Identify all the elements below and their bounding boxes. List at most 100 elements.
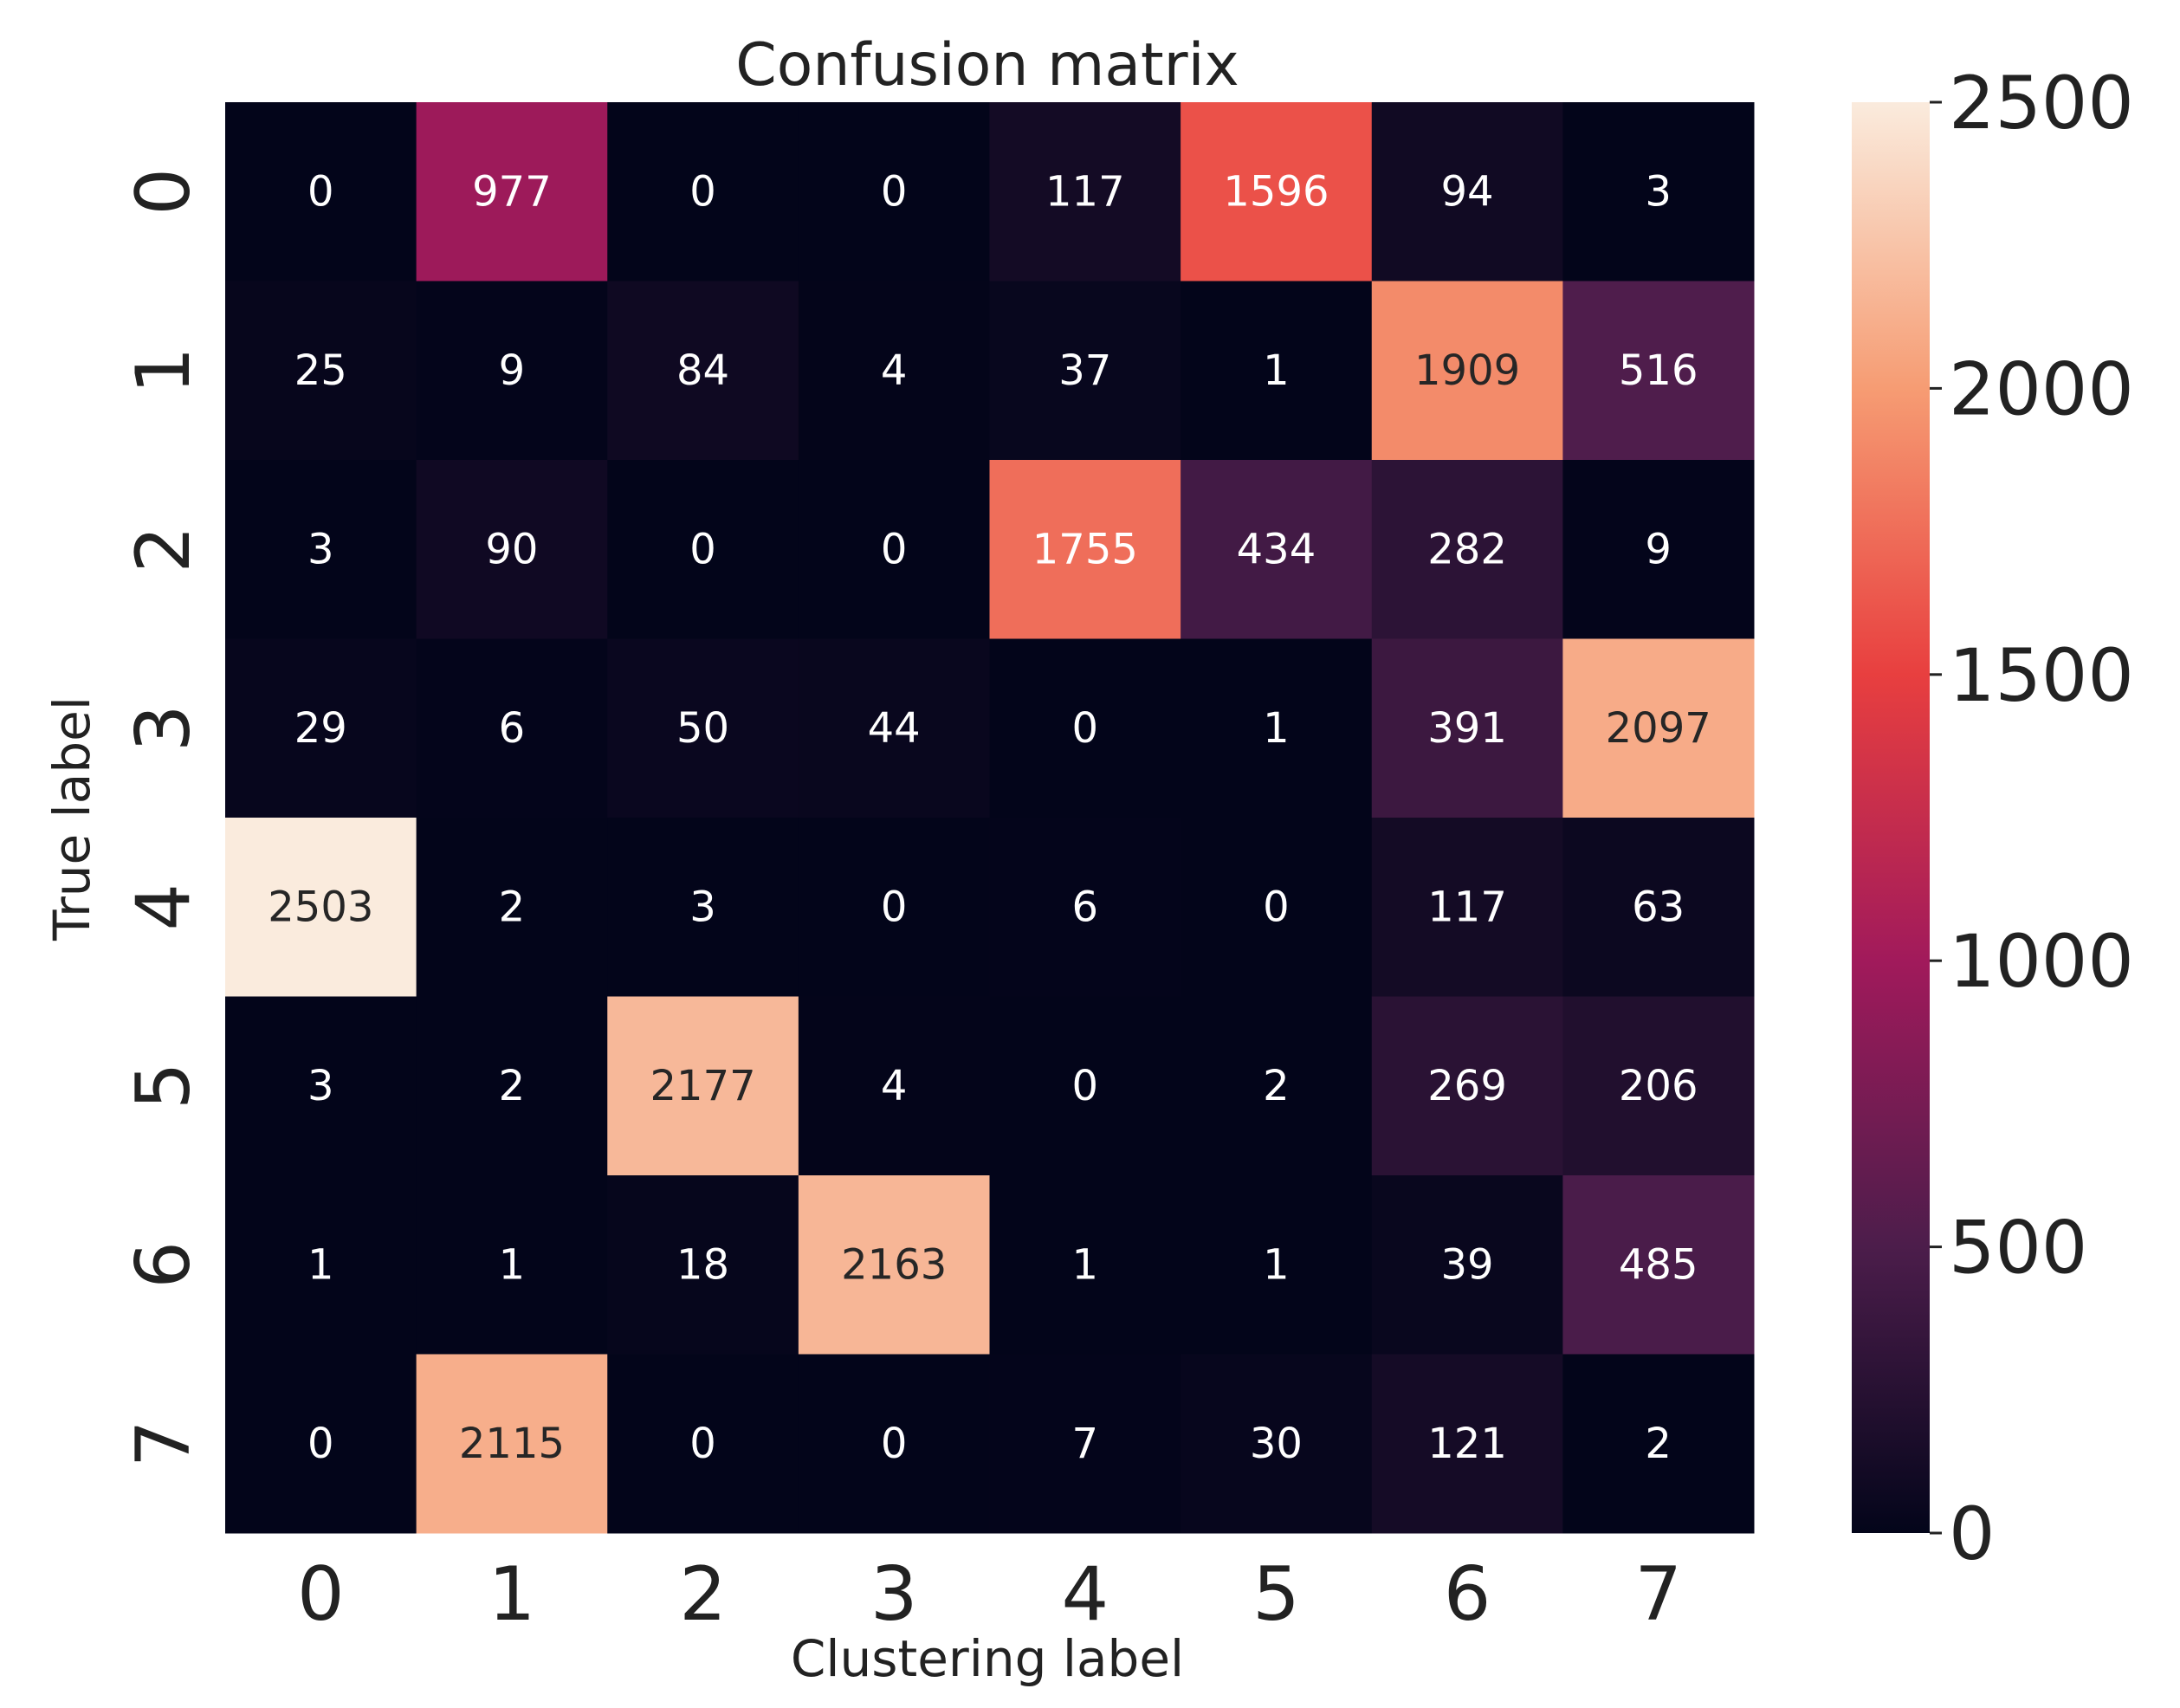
x-axis-title: Clustering label [791,1629,1184,1688]
cell-value-label: 30 [1250,1420,1303,1468]
cell-value-label: 6 [1072,883,1099,931]
cell-value-label: 39 [1441,1240,1494,1289]
heatmap-cell-r2-c6 [1371,460,1563,639]
heatmap-cell-r5-c2 [607,996,799,1176]
x-tick-label: 3 [870,1551,918,1638]
cell-value-label: 0 [1072,1062,1099,1110]
y-tick-label: 2 [120,526,207,573]
cell-value-label: 0 [881,1420,908,1468]
cell-value-label: 50 [676,704,729,753]
heatmap-cell-r0-c4 [989,102,1181,281]
heatmap-cell-r4-c0 [225,818,417,997]
heatmap-cell-r0-c7 [1562,102,1755,281]
cell-value-label: 0 [689,1420,716,1468]
x-tick-label: 7 [1634,1551,1682,1638]
heatmap-cell-r1-c3 [798,281,990,461]
cell-value-label: 3 [307,1062,334,1110]
cell-value-label: 117 [1427,883,1507,931]
heatmap-cell-r3-c4 [989,638,1181,818]
heatmap-cell-r2-c4 [989,460,1181,639]
heatmap-cell-r1-c2 [607,281,799,461]
cell-value-label: 1 [499,1240,526,1289]
x-tick-label: 6 [1444,1551,1491,1638]
heatmap-cell-r3-c6 [1371,638,1563,818]
heatmap-cell-r0-c1 [416,102,608,281]
heatmap-cell-r4-c6 [1371,818,1563,997]
heatmap-cell-r3-c7 [1562,638,1755,818]
heatmap-cell-r4-c2 [607,818,799,997]
heatmap-cell-r0-c6 [1371,102,1563,281]
colorbar-tick-label: 1500 [1949,633,2134,718]
heatmap-cell-r6-c7 [1562,1175,1755,1355]
heatmap-cell-r6-c3 [798,1175,990,1355]
heatmap-cell-r7-c0 [225,1354,417,1534]
colorbar-tick-label: 1000 [1949,919,2134,1004]
heatmap-cell-r7-c7 [1562,1354,1755,1534]
heatmap-cell-r7-c2 [607,1354,799,1534]
cell-value-label: 6 [499,704,526,753]
cell-value-label: 0 [307,1420,334,1468]
heatmap-cell-r4-c1 [416,818,608,997]
heatmap-cell-r3-c0 [225,638,417,818]
cell-value-label: 121 [1427,1420,1507,1468]
heatmap-cell-r0-c3 [798,102,990,281]
cell-value-label: 2 [1645,1420,1672,1468]
heatmap-cell-r2-c3 [798,460,990,639]
cell-value-label: 63 [1632,883,1685,931]
cell-value-label: 1 [1263,346,1290,395]
cell-value-label: 0 [689,167,716,216]
cell-value-label: 1 [307,1240,334,1289]
heatmap-cell-r1-c4 [989,281,1181,461]
heatmap-cell-r5-c7 [1562,996,1755,1176]
cell-value-label: 2177 [650,1062,755,1110]
cell-value-label: 0 [881,525,908,573]
cell-value-label: 94 [1441,167,1494,216]
heatmap-cell-r3-c2 [607,638,799,818]
x-tick-label: 2 [679,1551,727,1638]
heatmap-cell-r1-c7 [1562,281,1755,461]
cell-value-label: 0 [1072,704,1099,753]
heatmap-cell-r6-c5 [1181,1175,1373,1355]
heatmap-cell-r1-c5 [1181,281,1373,461]
heatmap-cell-r6-c6 [1371,1175,1563,1355]
heatmap-cell-r7-c4 [989,1354,1181,1534]
heatmap-cell-r1-c6 [1371,281,1563,461]
heatmap-cell-r4-c4 [989,818,1181,997]
cell-value-label: 0 [1263,883,1290,931]
cell-value-label: 1 [1263,1240,1290,1289]
cell-value-label: 1 [1263,704,1290,753]
heatmap-cell-r6-c2 [607,1175,799,1355]
x-tick-label: 0 [297,1551,345,1638]
cell-value-label: 269 [1427,1062,1507,1110]
cell-value-label: 2 [499,1062,526,1110]
heatmap-cell-r0-c2 [607,102,799,281]
chart-title: Confusion matrix [735,31,1239,100]
heatmap-cell-r7-c1 [416,1354,608,1534]
cell-value-label: 44 [868,704,921,753]
cell-value-label: 206 [1619,1062,1698,1110]
cell-value-label: 84 [676,346,729,395]
y-tick-label: 5 [120,1062,207,1110]
heatmap-cell-r5-c6 [1371,996,1563,1176]
colorbar-tick-label: 0 [1949,1491,1995,1576]
y-tick-label: 0 [120,168,207,216]
cell-value-label: 18 [676,1240,729,1289]
heatmap-cell-r3-c1 [416,638,608,818]
heatmap-cell-r2-c5 [1181,460,1373,639]
heatmap-cell-r2-c2 [607,460,799,639]
cell-value-label: 485 [1619,1240,1698,1289]
cell-value-label: 29 [294,704,347,753]
heatmap-cell-r1-c1 [416,281,608,461]
heatmap-cells [225,102,1755,1534]
x-tick-label: 1 [488,1551,536,1638]
cell-value-label: 516 [1619,346,1698,395]
colorbar-scale [1852,102,1930,1533]
heatmap-cell-r6-c1 [416,1175,608,1355]
y-tick-label: 1 [120,346,207,394]
heatmap-cell-r3-c5 [1181,638,1373,818]
cell-value-label: 3 [1645,167,1672,216]
heatmap-cell-r5-c5 [1181,996,1373,1176]
cell-value-label: 90 [485,525,538,573]
cell-value-label: 37 [1058,346,1111,395]
